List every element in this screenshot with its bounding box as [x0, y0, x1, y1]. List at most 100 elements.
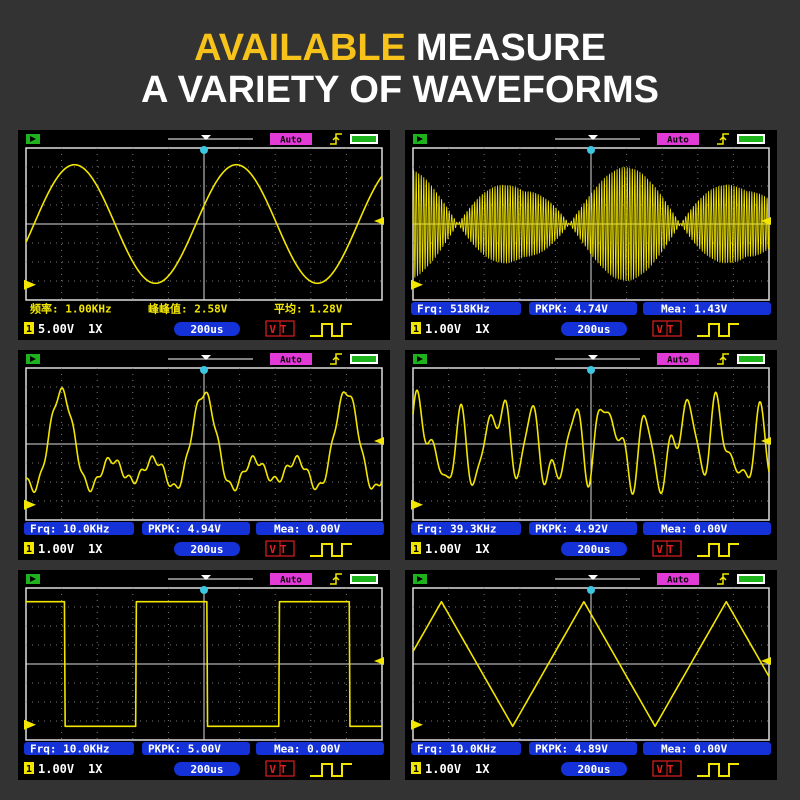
coupling-icon	[310, 543, 352, 557]
ground-marker	[24, 719, 36, 730]
trigger-mode: VT	[656, 543, 677, 556]
coupling-icon	[697, 323, 739, 337]
measure-box	[256, 522, 384, 535]
frequency-reading: Frq: 10.0KHz	[30, 523, 109, 536]
timebase-pill	[174, 542, 240, 556]
trigger-level-marker	[374, 216, 384, 225]
trigger-mode: VT	[269, 323, 290, 336]
measure-box	[643, 522, 771, 535]
mode-badge	[270, 353, 312, 365]
channel-label: 1	[26, 324, 32, 335]
measure-box	[529, 302, 637, 315]
timebase-pill	[174, 762, 240, 776]
run-arrow	[30, 136, 36, 142]
trigger-level-marker	[761, 216, 771, 225]
trigger-marker	[201, 575, 211, 580]
mode-badge	[270, 133, 312, 145]
trigger-position	[200, 366, 208, 374]
mode-badge	[270, 573, 312, 585]
volts-per-div: 1.00V	[38, 762, 74, 776]
trigger-edge-icon	[717, 573, 729, 585]
probe-factor: 1X	[88, 322, 103, 336]
measure-box	[24, 522, 134, 535]
frequency-reading: Frq: 518KHz	[417, 303, 490, 316]
battery-level	[739, 136, 763, 142]
timebase: 200us	[577, 763, 610, 776]
mode-badge	[657, 133, 699, 145]
oscilloscope-screen: Auto Frq: 10.0KHz PKPK: 4.94V Mea: 0.00V 1 1.…	[18, 350, 390, 560]
run-arrow	[30, 356, 36, 362]
trigger-position	[587, 586, 595, 594]
measure-box	[411, 522, 521, 535]
measure-box	[142, 522, 250, 535]
battery-level	[739, 356, 763, 362]
trigger-marker	[588, 355, 598, 360]
battery-level	[739, 576, 763, 582]
waveform	[25, 163, 383, 285]
trigger-mode: VT	[656, 323, 677, 336]
frequency-reading: Frq: 10.0KHz	[30, 743, 109, 756]
mode-label: Auto	[280, 576, 302, 586]
trigger-level-marker	[374, 656, 384, 665]
timebase: 200us	[577, 543, 610, 556]
run-arrow	[417, 576, 423, 582]
channel-badge	[411, 542, 421, 554]
channel-badge	[24, 322, 34, 334]
trigger-edge-icon	[717, 133, 729, 145]
trigger-edge-icon	[330, 353, 342, 365]
trigger-level-marker	[374, 436, 384, 445]
timebase: 200us	[577, 323, 610, 336]
probe-factor: 1X	[475, 542, 490, 556]
mean-reading: 平均: 1.28V	[274, 302, 343, 316]
frequency-reading: Frq: 39.3KHz	[417, 523, 496, 536]
battery-level	[352, 356, 376, 362]
probe-factor: 1X	[88, 762, 103, 776]
timebase: 200us	[190, 763, 223, 776]
mode-label: Auto	[667, 136, 689, 146]
oscilloscope-screen: Auto Frq: 518KHz PKPK: 4.74V Mea: 1.43V 1 1.0…	[405, 130, 777, 340]
trigger-position	[200, 146, 208, 154]
trigger-level-marker	[761, 656, 771, 665]
waveform	[25, 600, 383, 728]
ground-marker	[411, 719, 423, 730]
coupling-icon	[310, 323, 352, 337]
trigger-position	[587, 146, 595, 154]
trigger-marker	[201, 135, 211, 140]
mean-reading: Mea: 1.43V	[661, 303, 728, 316]
pkpk-reading: 峰峰值: 2.58V	[148, 302, 228, 316]
timebase-pill	[561, 762, 627, 776]
channel-badge	[411, 322, 421, 334]
mode-badge	[657, 573, 699, 585]
trigger-marker	[201, 355, 211, 360]
oscilloscope-screen: Auto Frq: 10.0KHz PKPK: 5.00V Mea: 0.00V 1 1.…	[18, 570, 390, 780]
mode-label: Auto	[280, 136, 302, 146]
probe-factor: 1X	[88, 542, 103, 556]
trigger-marker	[588, 135, 598, 140]
channel-label: 1	[26, 544, 32, 555]
pkpk-reading: PKPK: 4.92V	[535, 523, 608, 536]
coupling-icon	[697, 763, 739, 777]
oscilloscope-screen: Auto 频率: 1.00KHz 峰峰值: 2.58V 平均: 1.28V 1 5.00V…	[18, 130, 390, 340]
waveform	[412, 389, 770, 495]
pkpk-reading: PKPK: 5.00V	[148, 743, 221, 756]
measure-box	[256, 742, 384, 755]
oscilloscope-screen: Auto Frq: 39.3KHz PKPK: 4.92V Mea: 0.00V 1 1.…	[405, 350, 777, 560]
trigger-mode: VT	[656, 763, 677, 776]
trigger-mode: VT	[269, 763, 290, 776]
ground-marker	[24, 279, 36, 290]
measure-box	[643, 742, 771, 755]
measure-box	[529, 742, 637, 755]
battery-level	[352, 576, 376, 582]
trigger-edge-icon	[717, 353, 729, 365]
probe-factor: 1X	[475, 322, 490, 336]
mean-reading: Mea: 0.00V	[274, 743, 341, 756]
measure-box	[643, 302, 771, 315]
channel-label: 1	[413, 764, 419, 775]
trigger-mode: VT	[269, 543, 290, 556]
measure-box	[142, 742, 250, 755]
channel-label: 1	[26, 764, 32, 775]
trigger-edge-icon	[330, 133, 342, 145]
oscilloscope-screen: Auto Frq: 10.0KHz PKPK: 4.89V Mea: 0.00V 1 1.…	[405, 570, 777, 780]
battery-level	[352, 136, 376, 142]
